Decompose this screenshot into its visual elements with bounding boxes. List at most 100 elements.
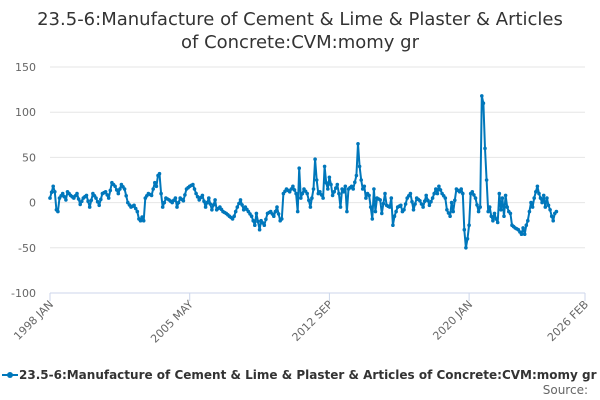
data-point[interactable]	[53, 190, 57, 194]
data-point[interactable]	[160, 205, 165, 209]
data-point[interactable]	[113, 184, 117, 189]
data-point[interactable]	[402, 208, 406, 212]
data-point[interactable]	[205, 200, 209, 205]
data-point[interactable]	[114, 188, 119, 192]
data-point[interactable]	[340, 187, 344, 191]
data-point[interactable]	[435, 191, 440, 196]
data-point[interactable]	[99, 197, 103, 202]
data-point[interactable]	[419, 202, 424, 206]
data-point[interactable]	[532, 196, 536, 200]
data-point[interactable]	[194, 191, 198, 196]
data-point[interactable]	[89, 198, 94, 203]
data-point[interactable]	[554, 209, 559, 214]
data-point[interactable]	[326, 187, 330, 191]
data-point[interactable]	[141, 218, 146, 223]
data-point[interactable]	[151, 187, 155, 191]
data-point[interactable]	[424, 193, 429, 198]
data-point[interactable]	[457, 190, 462, 194]
data-point[interactable]	[272, 214, 276, 218]
data-point[interactable]	[445, 208, 449, 212]
data-point[interactable]	[276, 212, 281, 216]
data-point[interactable]	[289, 187, 294, 191]
data-point[interactable]	[253, 223, 257, 227]
data-point[interactable]	[381, 201, 386, 206]
data-point[interactable]	[487, 205, 492, 209]
data-point[interactable]	[410, 199, 414, 204]
data-point[interactable]	[86, 199, 90, 203]
data-point[interactable]	[394, 209, 398, 214]
data-point[interactable]	[359, 178, 364, 182]
data-point[interactable]	[181, 199, 186, 203]
data-point[interactable]	[430, 196, 435, 200]
data-point[interactable]	[51, 184, 55, 189]
data-point[interactable]	[321, 196, 325, 200]
data-point[interactable]	[459, 187, 464, 191]
data-point[interactable]	[380, 211, 384, 216]
data-point[interactable]	[295, 209, 300, 214]
data-point[interactable]	[462, 227, 467, 232]
data-point[interactable]	[349, 184, 354, 189]
data-point[interactable]	[49, 190, 54, 194]
data-point[interactable]	[235, 205, 240, 209]
data-point[interactable]	[354, 173, 359, 178]
data-point[interactable]	[314, 178, 319, 182]
data-point[interactable]	[373, 209, 378, 214]
legend[interactable]: 23.5-6:Manufacture of Cement & Lime & Pl…	[0, 367, 600, 383]
data-point[interactable]	[329, 182, 333, 187]
data-point[interactable]	[133, 206, 138, 211]
data-point[interactable]	[481, 101, 486, 105]
data-point[interactable]	[292, 188, 297, 192]
data-point[interactable]	[294, 191, 298, 196]
data-point[interactable]	[75, 191, 79, 196]
data-point[interactable]	[437, 184, 441, 189]
data-point[interactable]	[389, 196, 394, 200]
data-point[interactable]	[438, 188, 443, 192]
data-point[interactable]	[87, 205, 92, 209]
data-point[interactable]	[287, 190, 292, 194]
data-point[interactable]	[97, 203, 101, 208]
data-point[interactable]	[530, 205, 535, 209]
data-point[interactable]	[211, 203, 216, 207]
data-point[interactable]	[534, 190, 538, 194]
data-point[interactable]	[545, 196, 549, 200]
data-point[interactable]	[207, 196, 211, 200]
data-point[interactable]	[367, 193, 371, 198]
data-point[interactable]	[319, 193, 324, 197]
data-point[interactable]	[318, 190, 322, 194]
data-point[interactable]	[494, 217, 498, 221]
data-point[interactable]	[297, 166, 302, 170]
data-point[interactable]	[499, 208, 503, 212]
data-point[interactable]	[338, 205, 343, 209]
data-point[interactable]	[94, 196, 98, 200]
data-point[interactable]	[154, 184, 159, 189]
data-point[interactable]	[378, 198, 383, 202]
data-point[interactable]	[446, 211, 451, 215]
data-point[interactable]	[540, 200, 544, 205]
data-point[interactable]	[478, 205, 483, 209]
data-point[interactable]	[541, 193, 546, 198]
data-point[interactable]	[300, 191, 305, 196]
data-point[interactable]	[240, 203, 244, 207]
data-point[interactable]	[383, 191, 387, 196]
data-point[interactable]	[495, 220, 500, 225]
data-point[interactable]	[476, 209, 481, 214]
data-point[interactable]	[103, 190, 108, 194]
data-point[interactable]	[213, 198, 217, 202]
data-point[interactable]	[408, 191, 413, 196]
data-point[interactable]	[291, 184, 295, 189]
data-point[interactable]	[546, 203, 551, 208]
data-point[interactable]	[232, 214, 236, 218]
data-point[interactable]	[448, 214, 452, 218]
data-point[interactable]	[322, 164, 327, 169]
data-point[interactable]	[138, 218, 143, 223]
data-point[interactable]	[162, 200, 167, 205]
data-point[interactable]	[249, 214, 254, 218]
data-point[interactable]	[472, 193, 476, 197]
data-point[interactable]	[453, 198, 457, 203]
data-point[interactable]	[345, 209, 349, 214]
data-point[interactable]	[543, 205, 548, 209]
data-point[interactable]	[526, 218, 530, 223]
data-point[interactable]	[256, 219, 260, 224]
data-point[interactable]	[251, 218, 255, 223]
data-point[interactable]	[505, 205, 510, 209]
